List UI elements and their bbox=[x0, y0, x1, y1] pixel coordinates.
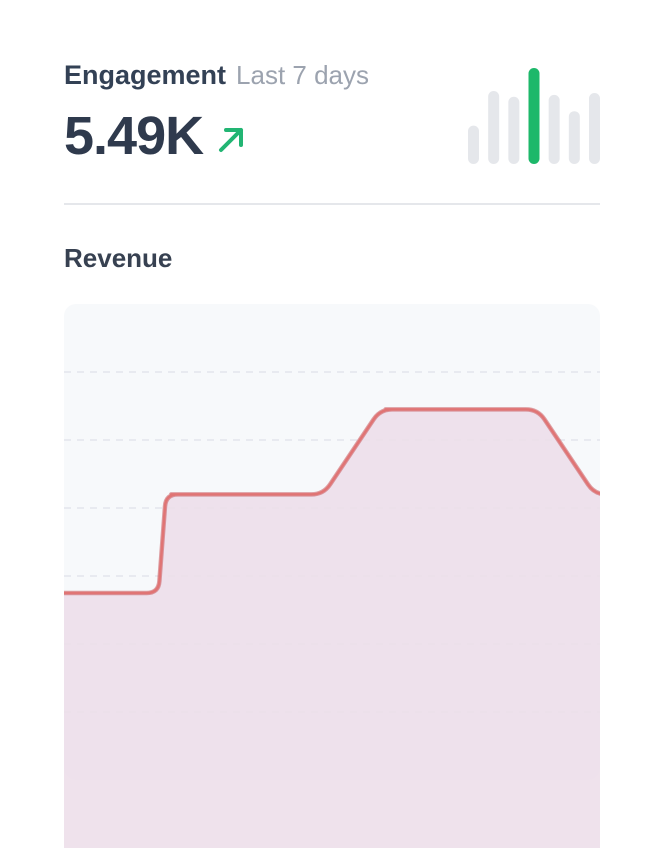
revenue-chart bbox=[64, 304, 600, 848]
card-title: Engagement bbox=[64, 60, 227, 90]
revenue-line bbox=[64, 408, 600, 595]
period-label: Last 7 days bbox=[236, 60, 370, 90]
spark-bar bbox=[468, 125, 479, 164]
divider bbox=[64, 203, 600, 205]
spark-bar bbox=[488, 91, 500, 164]
arrow-up-right-icon bbox=[217, 124, 247, 154]
title-row: Engagement Last 7 days bbox=[64, 60, 600, 91]
spark-bar bbox=[508, 96, 520, 164]
spark-bar-highlight bbox=[528, 68, 540, 164]
revenue-area-fill bbox=[64, 409, 600, 848]
spark-bar bbox=[548, 94, 560, 164]
spark-bar bbox=[568, 111, 580, 164]
spark-bar bbox=[589, 92, 600, 164]
revenue-title: Revenue bbox=[64, 243, 173, 273]
engagement-value: 5.49K bbox=[64, 106, 204, 166]
value-row: 5.49K bbox=[64, 105, 600, 167]
sparkline-bar-chart bbox=[468, 66, 600, 164]
engagement-card: Engagement Last 7 days 5.49K bbox=[64, 60, 600, 170]
